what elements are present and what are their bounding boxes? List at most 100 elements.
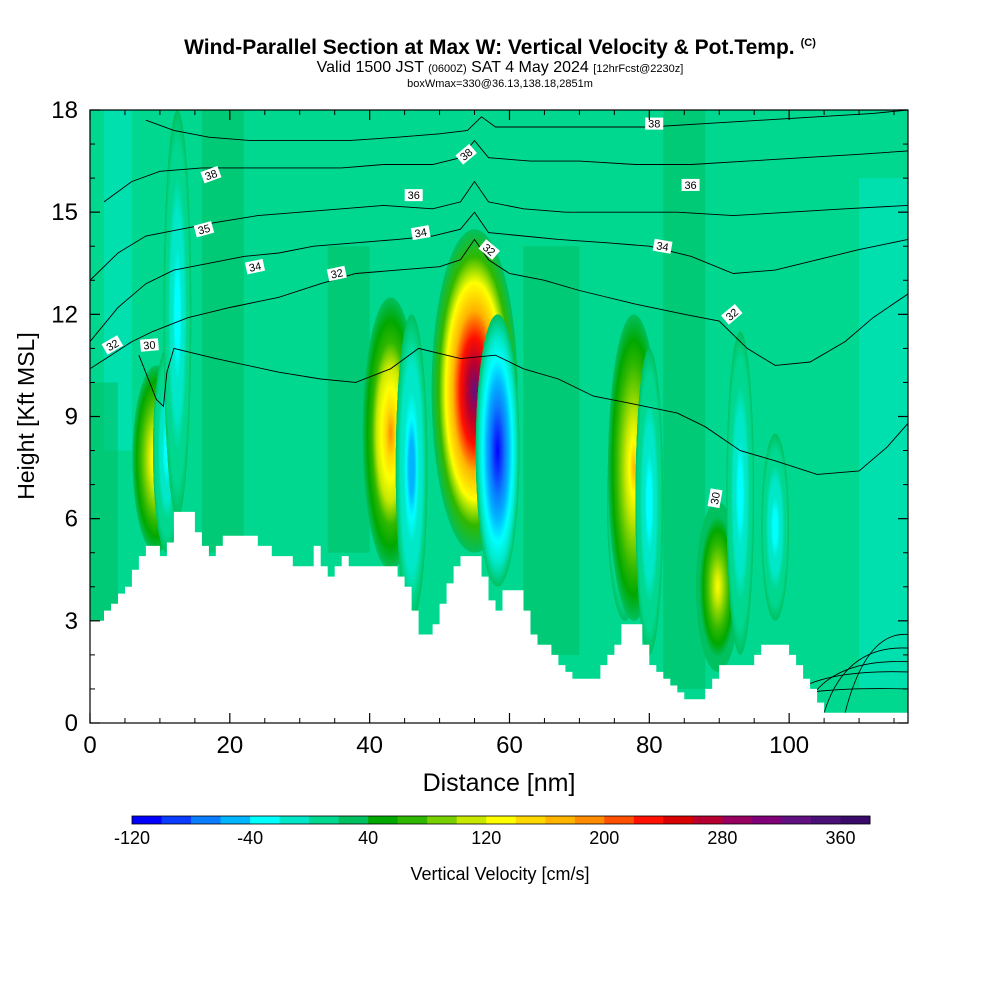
chart-box-info: boxWmax=330@36.13,138.18,2851m bbox=[407, 78, 593, 90]
theta-label-background bbox=[478, 239, 500, 261]
colorbar-swatch bbox=[545, 816, 576, 824]
vertical-velocity-cell bbox=[395, 314, 428, 621]
colorbar-tick-label: 200 bbox=[589, 828, 619, 848]
weak-motion-band bbox=[859, 178, 908, 689]
colorbar-swatch bbox=[574, 816, 605, 824]
vertical-velocity-cell bbox=[475, 314, 520, 587]
theta-label-background bbox=[455, 143, 477, 165]
weak-motion-band bbox=[789, 178, 860, 689]
vertical-velocity-cell bbox=[726, 331, 755, 655]
y-tick-label: 9 bbox=[65, 404, 78, 431]
theta-label-background bbox=[200, 165, 222, 184]
theta-label-background bbox=[326, 265, 347, 282]
colorbar-tick-label: -40 bbox=[237, 828, 263, 848]
theta-contour-label-group: 30 bbox=[707, 488, 723, 509]
colorbar-swatch bbox=[338, 816, 369, 824]
x-tick-label: 0 bbox=[83, 732, 96, 759]
y-tick-label: 3 bbox=[65, 608, 78, 635]
theta-contour-label: 34 bbox=[414, 227, 428, 241]
theta-contour-label: 32 bbox=[105, 338, 122, 355]
weak-motion-band bbox=[523, 246, 580, 655]
x-tick-label: 60 bbox=[496, 732, 523, 759]
colorbar-swatch bbox=[751, 816, 782, 824]
colorbar-swatch bbox=[456, 816, 487, 824]
theta-label-background bbox=[139, 338, 159, 352]
theta-contour-label-group: 32 bbox=[326, 265, 347, 282]
colorbar: -120 -40 40 120 200 280 360 bbox=[114, 815, 871, 848]
surface-theta-contour bbox=[844, 634, 908, 713]
y-tick-label: 0 bbox=[65, 710, 78, 737]
colorbar-swatch bbox=[515, 816, 546, 824]
colorbar-swatch bbox=[279, 816, 310, 824]
theta-contour-label: 34 bbox=[655, 240, 669, 254]
colorbar-swatch bbox=[692, 816, 723, 824]
vertical-velocity-cell bbox=[635, 348, 664, 655]
theta-label-background bbox=[101, 335, 124, 355]
colorbar-tick-label: 120 bbox=[471, 828, 501, 848]
theta-contour-label-group: 32 bbox=[101, 335, 124, 355]
colorbar-swatch bbox=[309, 816, 340, 824]
colorbar-swatch bbox=[132, 816, 163, 824]
chart-title: Wind-Parallel Section at Max W: Vertical… bbox=[184, 36, 816, 59]
theta-contour-label-group: 35 bbox=[193, 221, 215, 238]
colorbar-tick-label: 280 bbox=[707, 828, 737, 848]
colorbar-swatch bbox=[781, 816, 812, 824]
colorbar-tick-label: -120 bbox=[114, 828, 150, 848]
theta-label-background bbox=[721, 303, 743, 325]
theta-label-background bbox=[652, 238, 673, 254]
x-tick-label: 20 bbox=[216, 732, 243, 759]
theta-label-background bbox=[193, 221, 215, 238]
weak-motion-band bbox=[257, 110, 314, 553]
theta-label-background bbox=[645, 117, 664, 130]
y-tick-label: 6 bbox=[65, 506, 78, 533]
theta-contour-label-group: 30 bbox=[139, 338, 159, 352]
colorbar-swatch bbox=[840, 816, 871, 824]
colorbar-swatch bbox=[161, 816, 192, 824]
theta-contour-38 bbox=[145, 110, 908, 142]
theta-contour-label-group: 34 bbox=[244, 258, 266, 275]
colorbar-swatch bbox=[722, 816, 753, 824]
theta-label-background bbox=[404, 189, 423, 202]
chart-subtitle: Valid 1500 JST (0600Z) SAT 4 May 2024 [1… bbox=[316, 59, 684, 76]
colorbar-swatch bbox=[427, 816, 458, 824]
colorbar-tick-label: 40 bbox=[358, 828, 378, 848]
colorbar-swatch bbox=[604, 816, 635, 824]
x-tick-label: 80 bbox=[636, 732, 663, 759]
y-tick-label: 12 bbox=[51, 301, 78, 328]
theta-contour-30 bbox=[138, 347, 908, 475]
colorbar-swatch bbox=[250, 816, 281, 824]
theta-contour-35 bbox=[90, 180, 908, 281]
colorbar-frame bbox=[131, 815, 871, 825]
vertical-velocity-cell bbox=[163, 110, 192, 519]
theta-contour-label: 34 bbox=[248, 260, 262, 274]
theta-contour-label: 36 bbox=[408, 190, 420, 202]
theta-contour-label-group: 38 bbox=[200, 165, 222, 184]
x-axis-label: Distance [nm] bbox=[423, 769, 576, 797]
colorbar-label: Vertical Velocity [cm/s] bbox=[410, 864, 589, 884]
weak-motion-band bbox=[579, 110, 615, 655]
colorbar-swatch bbox=[486, 816, 517, 824]
theta-contour-34 bbox=[90, 211, 908, 342]
colorbar-tick-label: 360 bbox=[825, 828, 855, 848]
weak-motion-band bbox=[90, 382, 118, 621]
theta-contour-label: 38 bbox=[203, 168, 219, 183]
colorbar-swatch bbox=[191, 816, 222, 824]
theta-label-background bbox=[410, 225, 431, 241]
theta-contour-label: 30 bbox=[709, 491, 723, 505]
colorbar-swatch bbox=[220, 816, 251, 824]
theta-contour-label-group: 36 bbox=[681, 178, 700, 192]
vertical-velocity-cell bbox=[761, 433, 790, 621]
theta-contour-label-group: 34 bbox=[652, 238, 673, 254]
theta-label-background bbox=[244, 258, 266, 275]
theta-label-background bbox=[681, 178, 700, 191]
colorbar-swatch bbox=[397, 816, 428, 824]
theta-contour-label-group: 36 bbox=[404, 189, 423, 202]
terrain bbox=[90, 511, 908, 723]
y-tick-label: 18 bbox=[51, 97, 78, 124]
weak-motion-band bbox=[201, 110, 244, 553]
theta-contour-label: 36 bbox=[684, 180, 696, 192]
theta-contour-label: 32 bbox=[330, 267, 344, 281]
